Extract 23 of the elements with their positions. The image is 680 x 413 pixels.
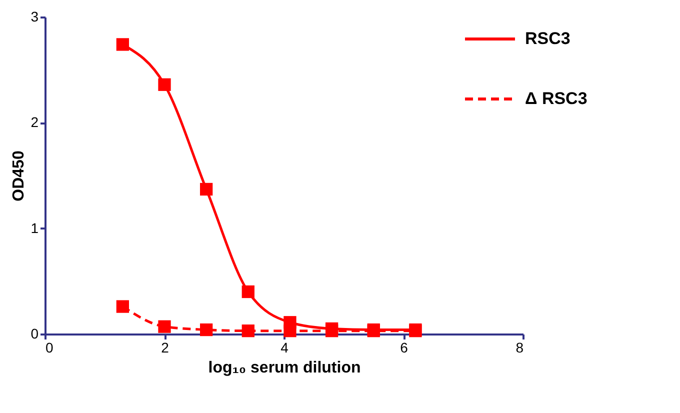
x-tick-label: 2 [161, 340, 170, 356]
x-tick-label: 4 [280, 340, 289, 356]
legend-label: RSC3 [525, 29, 570, 48]
point [158, 320, 171, 333]
point [116, 38, 129, 51]
point [242, 324, 254, 338]
legend-label: Δ RSC3 [525, 89, 588, 108]
y-axis-title: OD450 [10, 150, 28, 202]
y-tick-label: 0 [30, 326, 39, 342]
point [158, 78, 171, 91]
y-tick-label: 1 [30, 220, 39, 236]
x-tick-label: 0 [46, 340, 54, 356]
point [242, 285, 254, 298]
y-tick-label: 2 [30, 114, 39, 130]
x-tick-label: 6 [400, 340, 408, 356]
point [284, 324, 296, 338]
y-tick-label: 3 [30, 8, 39, 24]
x-tick-label: 8 [516, 340, 524, 356]
point [116, 300, 129, 313]
point [200, 182, 213, 196]
x-axis-title: log₁₀ serum dilution [208, 360, 361, 376]
point [325, 324, 338, 338]
point [200, 323, 213, 336]
